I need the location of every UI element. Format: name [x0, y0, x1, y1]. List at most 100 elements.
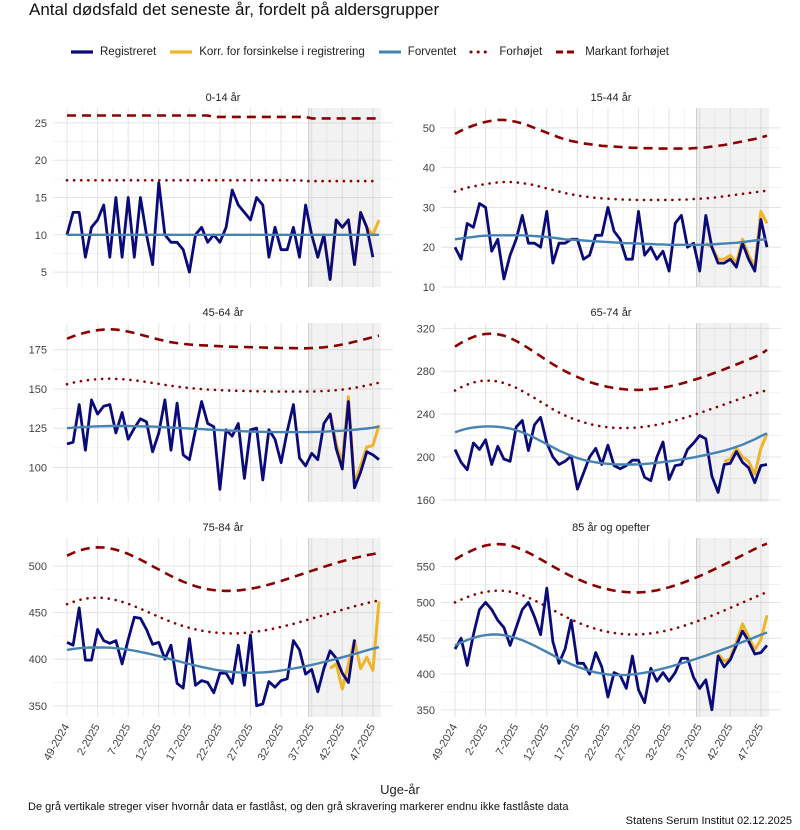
y-tick-label: 125: [29, 423, 47, 435]
series-markant-forhoejet: [67, 114, 379, 120]
x-tick-label: 47-2025: [735, 722, 766, 763]
series-markant-forhoejet: [454, 542, 768, 594]
legend-item-registreret: Registreret: [70, 46, 156, 58]
series-registreret: [453, 415, 768, 494]
y-tick-label: 150: [29, 384, 47, 396]
legend-item-markant: Markant forhøjet: [555, 46, 669, 58]
y-tick-label: 400: [29, 654, 47, 666]
series-forhoejet: [65, 596, 381, 635]
legend-label-registreret: Registreret: [100, 46, 157, 58]
x-tick-label: 12-2025: [521, 722, 552, 763]
panel-1: 0-14 år 5 10 15 20 25: [35, 92, 393, 287]
y-tick-label: 240: [417, 409, 435, 421]
series-registreret: [66, 606, 356, 708]
chart-title: Antal dødsfald det seneste år, fordelt p…: [29, 0, 440, 19]
x-tick-label: 37-2025: [286, 722, 317, 763]
series-forventet: [454, 631, 768, 677]
x-tick-label: 2-2025: [463, 722, 491, 758]
y-tick-label: 550: [417, 562, 435, 574]
series-korrigeret: [716, 614, 769, 663]
shaded-unlocked-region: [696, 323, 769, 502]
panel-title: 75-84 år: [203, 522, 244, 534]
series-forhoejet: [65, 377, 381, 393]
y-tick-label: 20: [35, 155, 47, 167]
y-tick-label: 15: [35, 193, 47, 205]
x-tick-label: 32-2025: [644, 722, 675, 763]
y-tick-label: 350: [417, 705, 435, 717]
legend-label-markant: Markant forhøjet: [585, 46, 669, 58]
legend-swatch-forventet: [378, 50, 401, 54]
x-tick-label: 42-2025: [317, 722, 348, 763]
y-tick-label: 40: [423, 163, 435, 175]
series-markant-forhoejet: [66, 327, 380, 350]
y-tick-label: 280: [417, 366, 435, 378]
y-tick-label: 10: [35, 230, 47, 242]
series-markant-forhoejet: [66, 545, 380, 593]
series-forventet: [454, 234, 768, 247]
y-tick-label: 175: [29, 345, 47, 357]
panel-title: 0-14 år: [206, 92, 241, 104]
series-forventet: [66, 645, 380, 674]
series-forventet: [454, 425, 768, 466]
panel-title: 45-64 år: [203, 307, 244, 319]
x-tick-label: 7-2025: [106, 722, 134, 758]
y-tick-label: 10: [423, 282, 435, 294]
legend-label-forhoejet: Forhøjet: [499, 46, 543, 58]
y-tick-label: 100: [29, 462, 47, 474]
legend-swatch-korrigeret: [170, 50, 193, 54]
y-tick-label: 200: [417, 452, 435, 464]
series-forhoejet: [65, 179, 381, 183]
footnote: De grå vertikale streger viser hvornår d…: [28, 801, 569, 813]
panel-4: 65-74 år 160 200 240 280 320: [417, 307, 781, 507]
x-tick-label: 27-2025: [613, 722, 644, 763]
y-tick-label: 350: [29, 701, 47, 713]
x-tick-label: 27-2025: [225, 722, 256, 763]
x-tick-label: 32-2025: [256, 722, 287, 763]
x-tick-label: 17-2025: [164, 722, 195, 763]
panel-title: 15-44 år: [591, 92, 632, 104]
y-tick-label: 160: [417, 495, 435, 507]
legend-swatch-markant: [556, 50, 579, 54]
y-tick-label: 400: [417, 669, 435, 681]
source-credit: Statens Serum Institut 02.12.2025: [625, 815, 792, 827]
series-registreret: [453, 202, 769, 281]
series-registreret: [66, 398, 380, 491]
x-tick-label: 49-2024: [430, 722, 461, 763]
panel-6: 85 år og opefter 350 400 450 500 550 49-2024 2-…: [417, 522, 781, 763]
legend-item-forventet: Forventet: [378, 46, 457, 58]
y-tick-label: 450: [417, 633, 435, 645]
shaded-unlocked-region: [308, 323, 381, 502]
series-forventet: [66, 424, 380, 434]
x-tick-label: 2-2025: [75, 722, 103, 758]
shaded-unlocked-region: [308, 108, 381, 287]
panel-2: 15-44 år 10 20 30 40 50: [423, 92, 781, 294]
x-tick-label: 47-2025: [347, 722, 378, 763]
legend-label-forventet: Forventet: [407, 46, 457, 58]
series-korrigeret: [723, 432, 769, 476]
series-forhoejet: [453, 180, 769, 202]
panel-3: 45-64 år 100 125 150 175: [29, 307, 393, 502]
legend-label-korrigeret: Korr. for forsinkelse i registrering: [199, 46, 365, 58]
legend: Registreret Korr. for forsinkelse i regi…: [70, 44, 682, 60]
x-tick-label: 49-2024: [42, 722, 73, 763]
legend-swatch-registreret: [71, 50, 93, 54]
y-tick-label: 20: [423, 242, 435, 254]
y-tick-label: 500: [29, 561, 47, 573]
shaded-unlocked-region: [308, 538, 381, 717]
y-tick-label: 5: [41, 267, 47, 279]
y-tick-label: 320: [417, 323, 435, 335]
x-tick-label: 22-2025: [582, 722, 613, 763]
y-tick-label: 500: [417, 597, 435, 609]
y-tick-label: 50: [423, 123, 435, 135]
x-tick-label: 37-2025: [674, 722, 705, 763]
series-registreret: [65, 181, 375, 281]
y-tick-label: 30: [423, 202, 435, 214]
x-tick-label: 17-2025: [552, 722, 583, 763]
x-tick-label: 7-2025: [494, 722, 522, 758]
x-tick-label: 12-2025: [133, 722, 164, 763]
legend-item-korrigeret: Korr. for forsinkelse i registrering: [169, 46, 365, 58]
y-tick-label: 25: [35, 118, 47, 130]
legend-item-forhoejet: Forhøjet: [469, 46, 542, 58]
